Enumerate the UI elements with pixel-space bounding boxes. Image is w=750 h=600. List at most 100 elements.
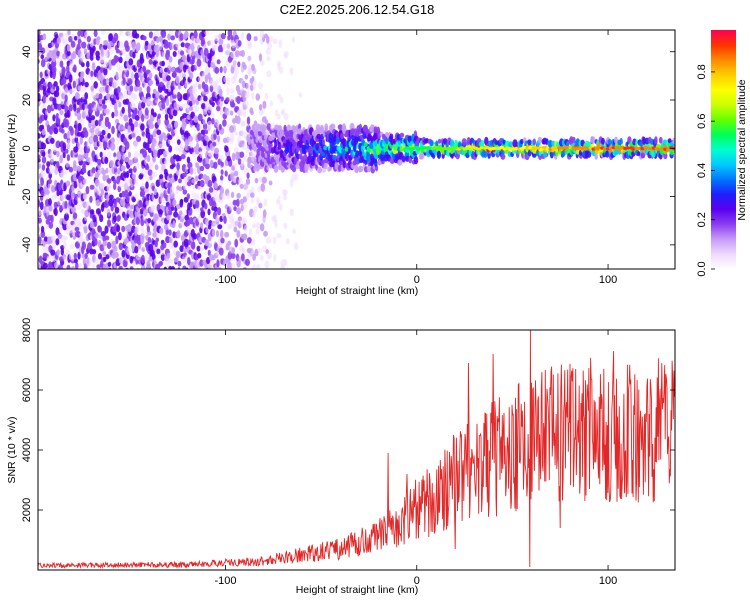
spectrogram-cell <box>83 99 88 105</box>
spectrogram-cell <box>183 238 189 248</box>
spectrogram-cell <box>131 173 136 179</box>
spectrogram-cell <box>63 235 69 241</box>
spectrogram-cell <box>163 168 168 176</box>
spectrogram-cell <box>191 35 195 41</box>
spectrogram-cell <box>167 134 173 140</box>
spectrogram-cell <box>38 217 42 224</box>
spectrogram-cell <box>38 207 42 216</box>
spectrogram-cell <box>38 154 41 160</box>
spectrogram-cell <box>121 225 126 233</box>
spectrogram-cell <box>258 202 263 209</box>
spectrogram-cell <box>212 141 217 147</box>
spectrogram-cell <box>220 169 224 175</box>
spectrogram-cell <box>146 225 151 233</box>
spectrogram-cell <box>64 200 68 210</box>
spectrogram-cell <box>272 236 277 244</box>
spectrogram-cell <box>133 85 139 92</box>
spectrogram-cell <box>211 55 217 64</box>
spectrogram-cell <box>182 265 187 269</box>
spectrogram-cell <box>128 113 132 118</box>
spectrogram-cell <box>123 182 128 191</box>
spectrogram-cell <box>80 117 85 123</box>
spectrogram-cell <box>231 41 236 49</box>
spectrogram-cell <box>218 44 223 52</box>
spectrogram-cell <box>128 95 133 102</box>
spectrogram-cell <box>324 123 329 132</box>
spectrogram-cell <box>149 175 153 181</box>
spectrogram-cell <box>180 153 186 160</box>
spectrogram-cell <box>99 244 105 252</box>
spectrogram-cell <box>83 195 88 200</box>
spectrogram-cell <box>355 164 359 173</box>
spectrogram-cell <box>106 93 111 101</box>
spectrogram-cell <box>174 120 179 129</box>
spectrogram-cell <box>168 241 174 250</box>
spectrogram-cell <box>125 170 130 179</box>
spectrogram-cell <box>66 109 71 118</box>
spectrogram-cell <box>236 207 242 215</box>
spectrogram-cell <box>172 199 177 206</box>
spectrogram-cell <box>247 42 252 50</box>
spectrogram-cell <box>121 145 126 153</box>
spectrogram-cell <box>250 192 255 199</box>
spectrogram-cell <box>215 79 219 87</box>
spectrogram-cell <box>366 165 372 173</box>
spectrogram-cell <box>537 136 542 144</box>
spectrogram-cell <box>429 139 434 147</box>
spectrogram-cell <box>73 180 78 189</box>
spectrogram-cell <box>111 111 115 119</box>
spectrogram-cell <box>56 197 61 206</box>
spectrogram-cell <box>272 38 278 45</box>
spectrogram-cell <box>166 252 171 259</box>
snr-panel: -100 0 100 2000 4000 6000 8000 Height of strai… <box>6 318 676 596</box>
spectrogram-cell <box>231 247 236 254</box>
spectrogram-cell <box>209 39 214 46</box>
spectrogram-cell <box>255 221 261 229</box>
spectrogram-cell <box>173 257 179 263</box>
spectrogram-cell <box>279 129 284 138</box>
spectrogram-cell <box>202 122 208 130</box>
spectrogram-cell <box>195 199 200 209</box>
spectrogram-cell <box>212 195 217 202</box>
spectrogram-cell <box>127 223 132 232</box>
spectrogram-cell <box>57 233 63 239</box>
spectrogram-cell <box>105 167 109 174</box>
spectrogram-cell <box>115 78 120 84</box>
spectrogram-cell <box>257 247 263 253</box>
snr-ticks: -100 0 100 2000 4000 6000 8000 <box>21 318 675 587</box>
spectrogram-cell <box>80 71 85 79</box>
spectrogram-cell <box>118 56 123 64</box>
spectrogram-cell <box>273 214 277 223</box>
spectrogram-cell <box>128 159 133 166</box>
spectrogram-cell <box>189 140 193 149</box>
spectrogram-cell <box>211 101 215 108</box>
spectrogram-cell <box>218 123 222 131</box>
spectrogram-cell <box>199 179 205 188</box>
spectrogram-cell <box>77 122 82 132</box>
spectrogram-cell <box>73 103 77 112</box>
spectrogram-cell <box>148 79 154 86</box>
spectrogram-cell <box>48 221 54 229</box>
spectrogram-cell <box>130 72 134 81</box>
spectrogram-cell <box>38 100 41 107</box>
spectrogram-cell <box>251 223 257 229</box>
spectrogram-cell <box>56 249 60 256</box>
spectrogram-cell <box>145 164 150 171</box>
spectrogram-cell <box>95 126 101 136</box>
spectrogram-cell <box>466 137 471 146</box>
spectrogram-cell <box>220 161 225 167</box>
spectrogram-cell <box>79 136 84 145</box>
spectrogram-cell <box>79 236 84 244</box>
spectrogram-cell <box>289 67 294 76</box>
spectrogram-cell <box>73 64 77 73</box>
spectrogram-cell <box>104 225 109 234</box>
spectrogram-cell <box>241 61 246 68</box>
spectrogram-cell <box>111 125 115 135</box>
spectrogram-cell <box>107 121 111 130</box>
spectrogram-cell <box>59 189 63 196</box>
spectrogram-cell <box>190 111 195 119</box>
spectrogram-cell <box>145 181 149 189</box>
spectrogram-cell <box>110 142 116 151</box>
spectrogram-cell <box>212 228 216 237</box>
